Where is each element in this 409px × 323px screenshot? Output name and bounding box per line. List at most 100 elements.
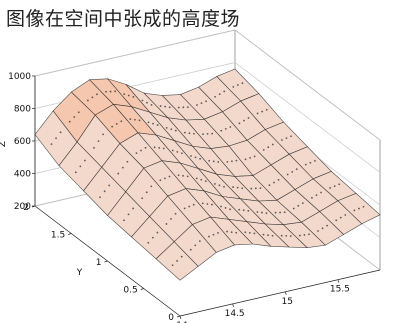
mesh-node bbox=[182, 174, 184, 177]
mesh-node bbox=[304, 163, 307, 166]
mesh-node bbox=[218, 184, 221, 187]
mesh-node bbox=[279, 211, 282, 214]
mesh-node bbox=[103, 190, 106, 193]
page-title: 图像在空间中张成的高度场 bbox=[6, 8, 241, 30]
mesh-node bbox=[250, 187, 253, 190]
mesh-node bbox=[271, 234, 274, 237]
mesh-node bbox=[231, 160, 233, 163]
mesh-node bbox=[141, 197, 144, 200]
mesh-node bbox=[238, 208, 241, 211]
mesh-node bbox=[259, 187, 262, 190]
mesh-node bbox=[68, 120, 71, 123]
mesh-node bbox=[244, 158, 247, 161]
mesh-node bbox=[91, 96, 94, 99]
mesh-node bbox=[220, 129, 223, 132]
z-axis-label: Z bbox=[0, 141, 8, 147]
mesh-node bbox=[168, 106, 171, 109]
mesh-node bbox=[229, 126, 232, 128]
mesh-node bbox=[165, 126, 168, 129]
mesh-node bbox=[153, 146, 156, 149]
mesh-node bbox=[193, 132, 195, 135]
mesh-node bbox=[190, 155, 192, 157]
x-tick-mark bbox=[284, 291, 287, 295]
mesh-node bbox=[145, 191, 148, 194]
mesh-node bbox=[174, 212, 177, 215]
mesh-node bbox=[109, 90, 112, 93]
mesh-node bbox=[285, 234, 288, 237]
mesh-node bbox=[206, 203, 209, 205]
mesh-node bbox=[232, 186, 234, 188]
mesh-node bbox=[159, 179, 162, 182]
mesh-node bbox=[55, 137, 57, 140]
mesh-node bbox=[205, 100, 207, 103]
mesh-node bbox=[73, 116, 76, 118]
mesh-node bbox=[152, 122, 154, 125]
mesh-node bbox=[261, 211, 263, 214]
mesh-node bbox=[195, 177, 198, 180]
mesh-node bbox=[176, 260, 179, 262]
mesh-node bbox=[243, 119, 245, 122]
z-gridline bbox=[234, 29, 381, 141]
mesh-node bbox=[204, 180, 207, 183]
mesh-node bbox=[280, 234, 283, 237]
x-tick-mark bbox=[337, 279, 340, 283]
mesh-node bbox=[141, 99, 144, 102]
mesh-node bbox=[326, 224, 329, 227]
mesh-node bbox=[283, 211, 286, 214]
mesh-node bbox=[182, 106, 185, 109]
mesh-node bbox=[97, 140, 100, 143]
mesh-node bbox=[138, 119, 141, 122]
mesh-node bbox=[199, 157, 201, 160]
mesh-node bbox=[301, 202, 304, 205]
y-tick-label: 1.5 bbox=[51, 231, 65, 241]
mesh-node bbox=[186, 106, 189, 109]
mesh-node bbox=[170, 217, 172, 220]
mesh-node bbox=[236, 186, 239, 189]
mesh-node bbox=[202, 133, 204, 136]
mesh-node bbox=[309, 161, 312, 164]
y-tick-mark bbox=[140, 288, 144, 290]
mesh-node bbox=[183, 207, 186, 210]
mesh-node bbox=[295, 168, 298, 171]
mesh-node bbox=[220, 205, 222, 208]
mesh-node bbox=[188, 205, 191, 208]
mesh-node bbox=[147, 241, 150, 244]
mesh-node bbox=[298, 234, 301, 237]
mesh-node bbox=[156, 231, 159, 234]
mesh-node bbox=[192, 203, 195, 206]
mesh-node bbox=[217, 161, 220, 163]
mesh-node bbox=[223, 90, 226, 93]
mesh-node bbox=[320, 191, 322, 194]
mesh-node bbox=[123, 219, 125, 222]
mesh-node bbox=[224, 127, 227, 130]
mesh-node bbox=[117, 172, 120, 175]
mesh-node bbox=[50, 143, 53, 146]
mesh-node bbox=[126, 160, 129, 163]
mesh-node bbox=[214, 183, 216, 185]
mesh-node bbox=[132, 95, 135, 98]
mesh-node bbox=[176, 150, 179, 153]
mesh-node bbox=[232, 85, 235, 88]
mesh-node bbox=[277, 178, 280, 181]
mesh-node bbox=[198, 240, 201, 243]
mesh-node bbox=[314, 160, 316, 162]
mesh-node bbox=[353, 209, 356, 212]
mesh-node bbox=[164, 177, 166, 180]
mesh-node bbox=[171, 264, 174, 267]
x-axis bbox=[179, 269, 381, 317]
mesh-node bbox=[226, 160, 229, 163]
mesh-node bbox=[108, 184, 111, 187]
y-tick-mark bbox=[176, 315, 181, 318]
mesh-node bbox=[362, 205, 365, 208]
mesh-node bbox=[256, 112, 259, 115]
mesh-node bbox=[235, 159, 238, 162]
mesh-node bbox=[274, 211, 277, 214]
mesh-node bbox=[165, 223, 168, 225]
x-tick-label: 15 bbox=[282, 297, 293, 307]
mesh-node bbox=[214, 95, 217, 98]
mesh-node bbox=[102, 133, 104, 136]
mesh-node bbox=[164, 105, 167, 108]
mesh-node bbox=[144, 146, 147, 149]
mesh-node bbox=[93, 146, 95, 149]
